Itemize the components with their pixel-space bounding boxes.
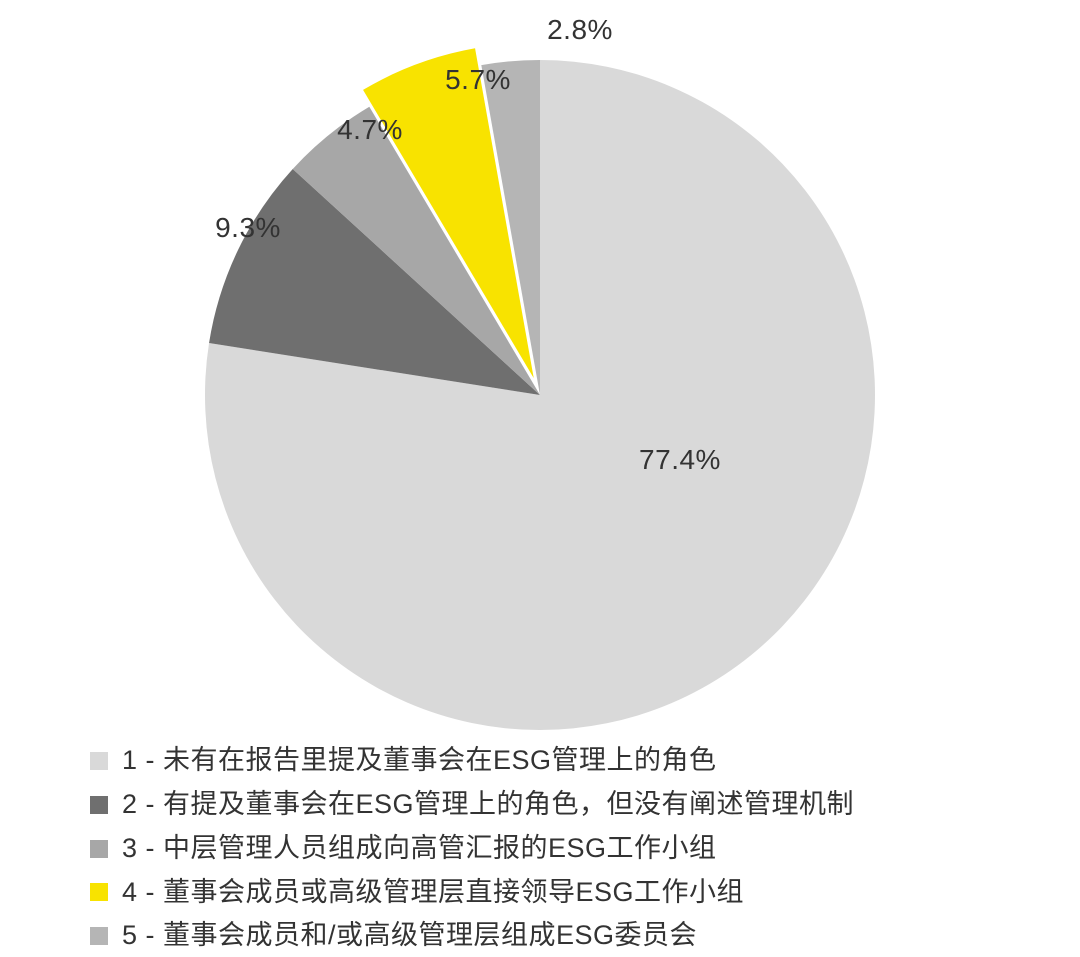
legend-swatch-4 xyxy=(90,883,108,901)
legend-text-1: 1 - 未有在报告里提及董事会在ESG管理上的角色 xyxy=(122,740,717,782)
legend-swatch-1 xyxy=(90,752,108,770)
legend-swatch-2 xyxy=(90,796,108,814)
legend-swatch-3 xyxy=(90,840,108,858)
legend-item-4: 4 - 董事会成员或高级管理层直接领导ESG工作小组 xyxy=(90,872,990,914)
legend: 1 - 未有在报告里提及董事会在ESG管理上的角色2 - 有提及董事会在ESG管… xyxy=(0,740,1080,957)
legend-item-2: 2 - 有提及董事会在ESG管理上的角色，但没有阐述管理机制 xyxy=(90,784,990,826)
legend-text-5: 5 - 董事会成员和/或高级管理层组成ESG委员会 xyxy=(122,915,697,957)
legend-item-3: 3 - 中层管理人员组成向高管汇报的ESG工作小组 xyxy=(90,828,990,870)
slice-label-3: 4.7% xyxy=(337,114,403,146)
legend-item-1: 1 - 未有在报告里提及董事会在ESG管理上的角色 xyxy=(90,740,990,782)
slice-label-1: 77.4% xyxy=(639,444,721,476)
slice-label-2: 9.3% xyxy=(215,212,281,244)
slice-label-4: 5.7% xyxy=(445,64,511,96)
legend-swatch-5 xyxy=(90,927,108,945)
legend-text-2: 2 - 有提及董事会在ESG管理上的角色，但没有阐述管理机制 xyxy=(122,784,854,826)
pie-chart: 77.4% 9.3% 4.7% 5.7% 2.8% xyxy=(0,0,1080,740)
legend-text-4: 4 - 董事会成员或高级管理层直接领导ESG工作小组 xyxy=(122,872,744,914)
legend-text-3: 3 - 中层管理人员组成向高管汇报的ESG工作小组 xyxy=(122,828,717,870)
legend-item-5: 5 - 董事会成员和/或高级管理层组成ESG委员会 xyxy=(90,915,990,957)
pie-svg xyxy=(0,0,1080,740)
slice-label-5: 2.8% xyxy=(547,14,613,46)
